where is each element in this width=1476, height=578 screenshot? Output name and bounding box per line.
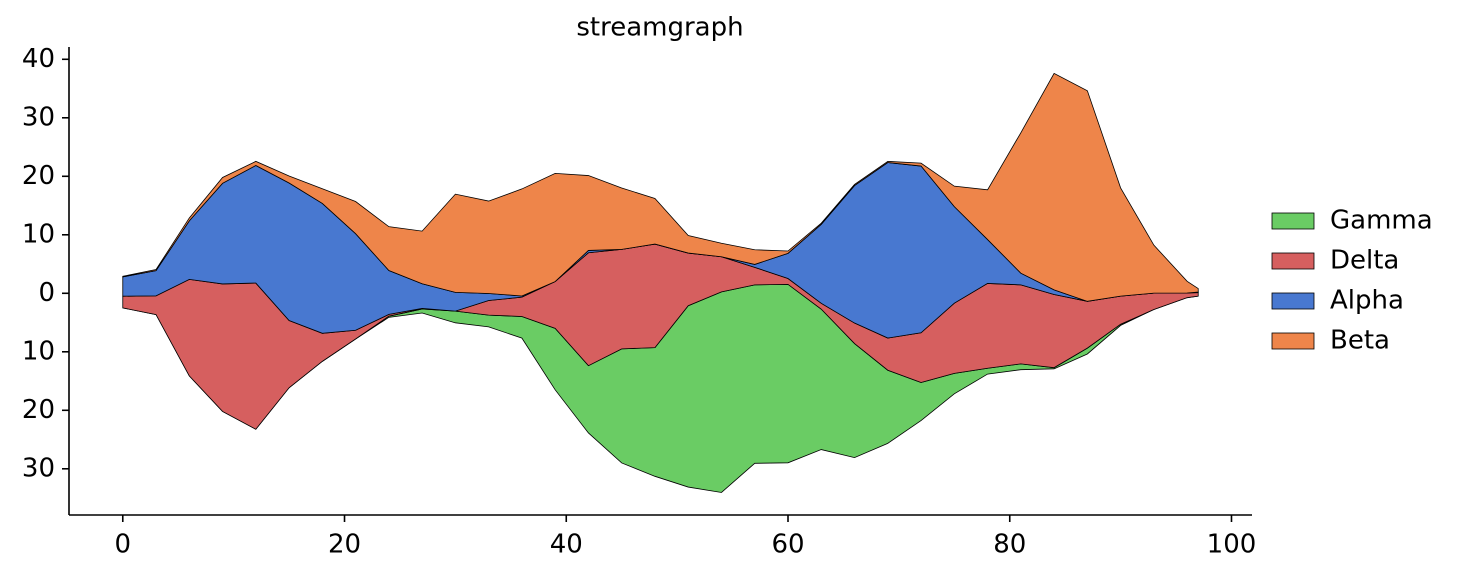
legend-label: Alpha bbox=[1330, 286, 1404, 316]
legend-label: Beta bbox=[1330, 326, 1390, 356]
x-tick-label: 100 bbox=[1207, 530, 1257, 560]
x-tick-label: 60 bbox=[771, 530, 804, 560]
legend-swatch bbox=[1271, 252, 1315, 270]
legend-label: Gamma bbox=[1330, 206, 1433, 236]
y-tick-label: 20 bbox=[22, 161, 55, 191]
y-tick-label: 20 bbox=[22, 395, 55, 425]
y-tick-label: 10 bbox=[22, 336, 55, 366]
y-tick-label: 40 bbox=[22, 44, 55, 74]
chart-title: streamgraph bbox=[576, 13, 743, 43]
x-tick-label: 20 bbox=[328, 530, 361, 560]
y-tick-label: 30 bbox=[22, 453, 55, 483]
legend-swatch bbox=[1271, 292, 1315, 310]
legend-swatch bbox=[1271, 332, 1315, 350]
stream-layer bbox=[122, 72, 1199, 302]
legend-swatch bbox=[1271, 212, 1315, 230]
x-tick-label: 0 bbox=[114, 530, 131, 560]
y-tick-label: 0 bbox=[38, 278, 55, 308]
legend-label: Delta bbox=[1330, 246, 1399, 276]
y-tick-label: 10 bbox=[22, 219, 55, 249]
x-tick-label: 40 bbox=[550, 530, 583, 560]
y-tick-label: 30 bbox=[22, 102, 55, 132]
x-tick-label: 80 bbox=[993, 530, 1026, 560]
